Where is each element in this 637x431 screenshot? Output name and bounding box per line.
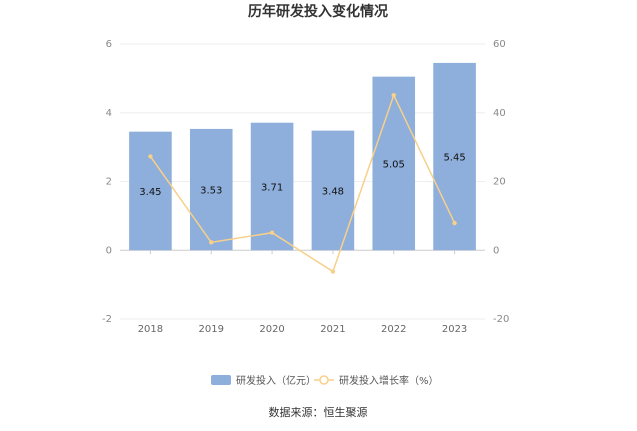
bar-value-label: 3.71 [261, 182, 283, 193]
right-tick-label: 20 [493, 177, 506, 188]
left-tick-label: 0 [106, 245, 112, 256]
legend-line-label: 研发投入增长率（%） [339, 374, 439, 387]
x-tick-label: 2018 [138, 324, 163, 335]
chart-title: 历年研发投入变化情况 [248, 3, 388, 20]
x-tick-label: 2021 [320, 324, 345, 335]
right-tick-label: 60 [493, 39, 506, 50]
legend-line-marker [319, 375, 329, 385]
left-tick-label: 6 [106, 39, 112, 50]
line-series [148, 93, 457, 274]
grid [120, 43, 485, 320]
bar [433, 62, 476, 251]
growth-point [452, 220, 457, 226]
bar-value-label: 5.05 [383, 159, 405, 170]
bar [250, 122, 294, 251]
x-tick-label: 2023 [442, 324, 467, 335]
bar-value-label: 5.45 [443, 153, 465, 164]
x-axis: 2018 2019 2020 2021 2022 2023 [138, 250, 467, 335]
growth-line [149, 93, 456, 273]
bar [189, 128, 233, 251]
growth-point [391, 93, 396, 98]
source-note: 数据来源：恒生聚源 [269, 405, 368, 419]
x-tick-label: 2022 [381, 324, 406, 335]
bar [129, 131, 172, 251]
right-axis: 60 40 20 0 -20 [493, 39, 509, 325]
bar [372, 76, 416, 251]
left-tick-label: -2 [102, 314, 112, 325]
bar-series [129, 62, 476, 251]
bar-labels: 3.45 3.53 3.71 3.48 5.05 5.45 [139, 153, 465, 198]
right-tick-label: 40 [493, 108, 506, 119]
bar-value-label: 3.53 [200, 186, 222, 197]
legend-bar-swatch [211, 375, 231, 385]
left-axis: 6 4 2 0 -2 [102, 39, 112, 325]
left-tick-label: 2 [106, 177, 112, 188]
bar-value-label: 3.48 [322, 186, 344, 197]
legend: 研发投入（亿元） 研发投入增长率（%） [211, 374, 439, 387]
bar-value-label: 3.45 [139, 187, 161, 198]
legend-bar-label: 研发投入（亿元） [236, 374, 316, 387]
left-tick-label: 4 [106, 108, 112, 119]
growth-point [269, 230, 275, 235]
growth-point [330, 269, 336, 274]
x-tick-label: 2020 [259, 324, 284, 335]
growth-point [148, 154, 153, 159]
right-tick-label: 0 [493, 245, 499, 256]
right-tick-label: -20 [493, 314, 509, 325]
x-tick-label: 2019 [199, 324, 224, 335]
growth-point [209, 240, 214, 245]
